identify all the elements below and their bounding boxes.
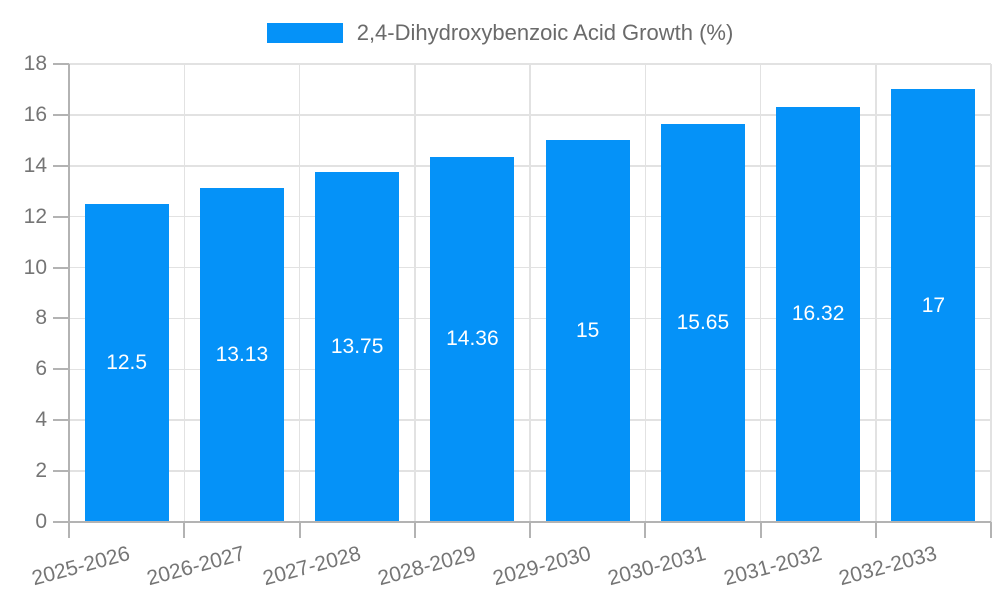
legend-swatch xyxy=(266,23,343,43)
v-gridline xyxy=(529,64,531,522)
v-gridline xyxy=(990,64,992,522)
bar-value-label: 17 xyxy=(921,293,946,317)
y-axis-label: 18 xyxy=(23,52,47,75)
x-axis-label: 2031-2032 xyxy=(721,542,825,591)
x-tick xyxy=(990,522,992,538)
bar-value-label: 15 xyxy=(575,319,600,343)
y-axis-label: 0 xyxy=(35,510,47,533)
y-tick xyxy=(53,215,69,218)
legend[interactable]: 2,4-Dihydroxybenzoic Acid Growth (%) xyxy=(0,20,1000,46)
x-tick xyxy=(413,522,416,538)
x-tick xyxy=(183,522,186,538)
x-tick xyxy=(529,522,531,538)
y-axis-label: 6 xyxy=(35,357,47,381)
y-tick xyxy=(53,521,69,523)
bar-value-label: 14.36 xyxy=(446,327,499,351)
bar-value-label: 16.32 xyxy=(791,302,845,326)
y-axis-label: 16 xyxy=(23,102,47,126)
y-axis-label: 2 xyxy=(35,459,47,483)
y-tick xyxy=(53,470,69,473)
v-gridline xyxy=(759,64,762,522)
x-axis-line xyxy=(53,521,991,523)
y-axis-label: 14 xyxy=(23,153,47,177)
y-axis-label: 8 xyxy=(35,306,47,330)
y-tick xyxy=(53,419,69,422)
y-tick xyxy=(53,113,69,116)
bar-value-label: 13.75 xyxy=(330,335,384,359)
y-tick xyxy=(53,317,69,320)
y-tick xyxy=(53,63,69,65)
x-tick xyxy=(68,522,70,538)
bar xyxy=(776,106,861,522)
y-tick xyxy=(53,266,69,269)
v-gridline xyxy=(414,64,416,522)
y-tick xyxy=(53,368,69,371)
bar-value-label: 13.13 xyxy=(215,342,269,366)
bar xyxy=(891,89,976,522)
x-axis-label: 2029-2030 xyxy=(490,542,594,591)
y-axis-label: 12 xyxy=(23,204,47,228)
bar xyxy=(545,140,630,522)
y-axis-label: 10 xyxy=(23,255,47,279)
x-tick xyxy=(644,522,647,538)
bar xyxy=(430,156,515,522)
x-tick xyxy=(298,522,301,538)
bar xyxy=(84,203,169,522)
y-tick xyxy=(53,164,69,167)
x-axis-label: 2026-2027 xyxy=(144,542,248,591)
bar xyxy=(199,187,284,522)
y-axis-label: 4 xyxy=(35,408,47,432)
v-gridline xyxy=(875,64,877,522)
v-gridline xyxy=(644,64,646,522)
x-axis-label: 2025-2026 xyxy=(29,542,133,591)
x-axis-label: 2028-2029 xyxy=(375,542,479,591)
bar-value-label: 12.5 xyxy=(106,350,148,374)
v-gridline xyxy=(183,64,185,522)
legend-label: 2,4-Dihydroxybenzoic Acid Growth (%) xyxy=(356,20,734,45)
x-tick xyxy=(874,522,877,538)
bar xyxy=(315,172,400,522)
x-tick xyxy=(759,522,762,538)
y-axis-line xyxy=(68,64,70,538)
x-axis-label: 2030-2031 xyxy=(605,542,709,591)
x-axis-label: 2027-2028 xyxy=(260,542,364,591)
x-axis-label: 2032-2033 xyxy=(836,542,940,591)
bar xyxy=(660,123,745,522)
bar-value-label: 15.65 xyxy=(676,310,730,334)
v-gridline xyxy=(298,64,301,522)
